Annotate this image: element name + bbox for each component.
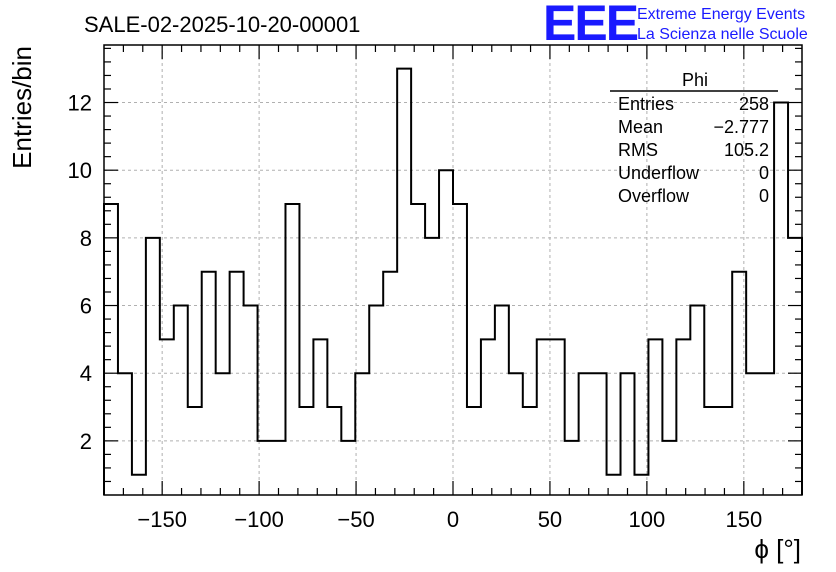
y-tick-label: 6 xyxy=(80,294,92,319)
grid-lines xyxy=(104,45,802,495)
logo-line-1: Extreme Energy Events xyxy=(637,6,805,23)
stats-label: Mean xyxy=(618,117,663,137)
logo-line-2: La Scienza nelle Scuole xyxy=(637,26,808,43)
x-tick-label: −50 xyxy=(337,507,374,532)
x-tick-label: 100 xyxy=(629,507,666,532)
stats-value: 258 xyxy=(739,94,769,114)
y-tick-label: 4 xyxy=(80,361,92,386)
stats-box: Phi Entries 258 Mean −2.777 RMS 105.2 Underflo… xyxy=(610,70,778,206)
y-tick-label: 12 xyxy=(68,91,92,116)
x-tick-label: −150 xyxy=(137,507,187,532)
x-axis-label: ϕ [°] xyxy=(754,534,801,564)
y-axis-label: Entries/bin xyxy=(7,46,37,169)
x-tick-label: 150 xyxy=(725,507,762,532)
stats-rows: Entries 258 Mean −2.777 RMS 105.2 Underflow 0 Ov… xyxy=(618,94,769,206)
y-tick-label: 2 xyxy=(80,429,92,454)
x-tick-label: −100 xyxy=(234,507,284,532)
y-tick-label: 8 xyxy=(80,226,92,251)
y-tick-labels: 2 4 6 8 10 12 xyxy=(68,91,92,454)
stats-value: 0 xyxy=(759,186,769,206)
y-tick-label: 10 xyxy=(68,158,92,183)
eee-logo-mark: EEE xyxy=(543,0,638,51)
x-tick-label: 50 xyxy=(538,507,562,532)
x-tick-label: 0 xyxy=(447,507,459,532)
stats-value: 0 xyxy=(759,163,769,183)
stats-label: Entries xyxy=(618,94,674,114)
chart-title: SALE-02-2025-10-20-00001 xyxy=(84,12,360,37)
stats-label: Underflow xyxy=(618,163,700,183)
eee-logo: EEE Extreme Energy Events La Scienza nel… xyxy=(543,0,808,51)
stats-value: −2.777 xyxy=(713,117,769,137)
stats-title: Phi xyxy=(682,70,708,90)
histogram-outline xyxy=(103,67,803,495)
stats-label: RMS xyxy=(618,140,658,160)
stats-value: 105.2 xyxy=(724,140,769,160)
x-tick-labels: −150 −100 −50 0 50 100 150 xyxy=(137,507,762,532)
axis-ticks xyxy=(104,45,802,495)
stats-label: Overflow xyxy=(618,186,690,206)
